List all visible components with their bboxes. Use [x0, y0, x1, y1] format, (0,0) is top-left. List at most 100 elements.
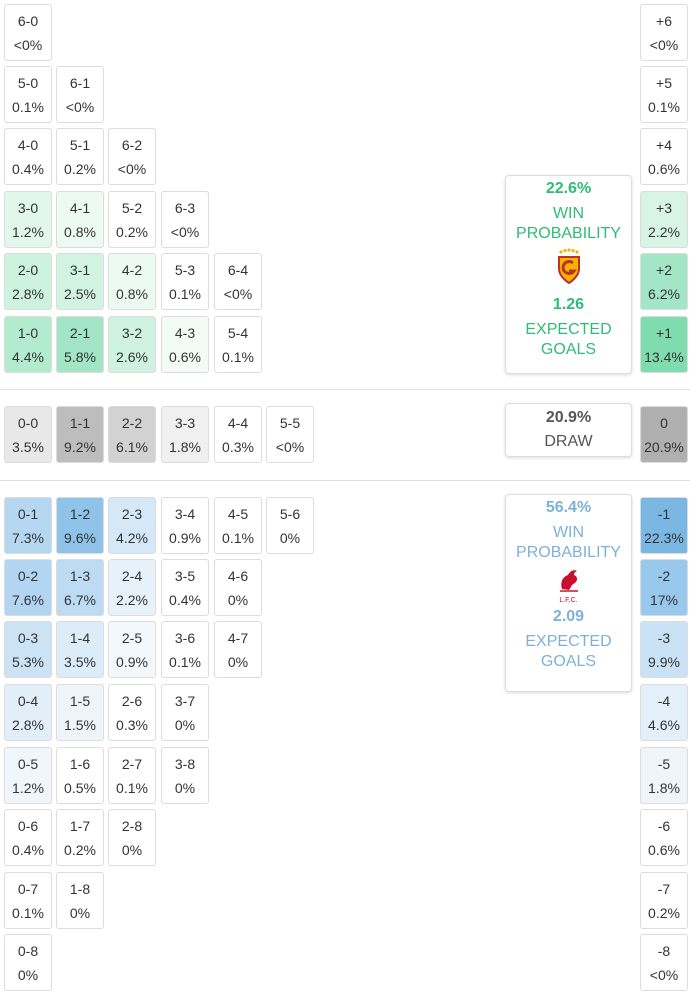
- score-cell: +3 2.2%: [640, 191, 688, 248]
- score-cell: 0-2 7.6%: [4, 559, 52, 616]
- probability: 4.6%: [648, 717, 680, 733]
- probability: 0%: [174, 717, 196, 733]
- probability: 9.2%: [64, 439, 96, 455]
- score: 1-4: [69, 630, 91, 646]
- win-probability: 22.6%: [545, 180, 592, 197]
- score: 4-6: [227, 568, 249, 584]
- probability: 0.2%: [116, 224, 148, 240]
- probability: 0.2%: [648, 905, 680, 921]
- score-cell: 1-5 1.5%: [56, 684, 104, 741]
- score: 6-3: [174, 200, 196, 216]
- probability: 1.2%: [12, 780, 44, 796]
- score-cell: 4-2 0.8%: [108, 253, 156, 310]
- score: 6-0: [17, 13, 39, 29]
- probability: 3.5%: [64, 654, 96, 670]
- probability: 0.1%: [12, 905, 44, 921]
- score: 0-0: [17, 415, 39, 431]
- probability: 0.1%: [222, 349, 254, 365]
- score: 4-5: [227, 506, 249, 522]
- score-cell: 2-5 0.9%: [108, 621, 156, 678]
- score-cell: 4-6 0%: [214, 559, 262, 616]
- score: 0-7: [17, 881, 39, 897]
- score: 4-7: [227, 630, 249, 646]
- score: +5: [656, 75, 672, 91]
- score: 0-5: [17, 756, 39, 772]
- probability: <0%: [649, 967, 679, 983]
- score-cell: 2-3 4.2%: [108, 497, 156, 554]
- score: 6-1: [69, 75, 91, 91]
- probability: 2.8%: [12, 286, 44, 302]
- score: 5-1: [69, 137, 91, 153]
- probability: 0.4%: [12, 842, 44, 858]
- score-cell: -2 17%: [640, 559, 688, 616]
- expected-goals: 2.09: [552, 608, 585, 625]
- score: 4-1: [69, 200, 91, 216]
- probability: 0%: [121, 842, 143, 858]
- probability: 6.7%: [64, 592, 96, 608]
- score-cell: -1 22.3%: [640, 497, 688, 554]
- score: 1-8: [69, 881, 91, 897]
- probability: <0%: [13, 37, 43, 53]
- probability: 0.6%: [648, 161, 680, 177]
- score: +1: [656, 325, 672, 341]
- score-cell: 0-5 1.2%: [4, 747, 52, 804]
- score: 2-3: [121, 506, 143, 522]
- score-cell: 3-5 0.4%: [161, 559, 209, 616]
- score: +4: [656, 137, 672, 153]
- score-cell: 5-0 0.1%: [4, 66, 52, 123]
- score: 0-6: [17, 818, 39, 834]
- score-cell: 3-6 0.1%: [161, 621, 209, 678]
- score-cell: 0-6 0.4%: [4, 809, 52, 866]
- score-cell: 1-3 6.7%: [56, 559, 104, 616]
- score-cell: 3-8 0%: [161, 747, 209, 804]
- probability: 1.2%: [12, 224, 44, 240]
- score-cell: 3-1 2.5%: [56, 253, 104, 310]
- score-cell: 6-4 <0%: [214, 253, 262, 310]
- score: 0: [660, 415, 668, 431]
- score: 2-1: [69, 325, 91, 341]
- score-cell: 5-3 0.1%: [161, 253, 209, 310]
- score: 2-4: [121, 568, 143, 584]
- score: 2-7: [121, 756, 143, 772]
- score-cell: +5 0.1%: [640, 66, 688, 123]
- probability: 0.8%: [64, 224, 96, 240]
- probability: 22.3%: [644, 530, 684, 546]
- probability: 0.2%: [64, 161, 96, 177]
- probability: 0.1%: [12, 99, 44, 115]
- probability: 6.1%: [116, 439, 148, 455]
- score-cell: 1-4 3.5%: [56, 621, 104, 678]
- probability: 4.4%: [12, 349, 44, 365]
- score: -5: [657, 756, 671, 772]
- separator: [0, 389, 690, 390]
- away-logo: [559, 570, 578, 592]
- probability: <0%: [117, 161, 147, 177]
- score-cell: 3-0 1.2%: [4, 191, 52, 248]
- probability: 0.2%: [64, 842, 96, 858]
- probability: 2.8%: [12, 717, 44, 733]
- probability: 0.1%: [169, 654, 201, 670]
- probability: 2.2%: [116, 592, 148, 608]
- probability: 0.6%: [169, 349, 201, 365]
- score: 3-3: [174, 415, 196, 431]
- score: -2: [657, 568, 671, 584]
- score-cell: -5 1.8%: [640, 747, 688, 804]
- probability: 0%: [227, 592, 249, 608]
- score-cell: 4-3 0.6%: [161, 316, 209, 373]
- win-label: WIN PROBABILITY: [516, 205, 621, 242]
- score-cell: 2-8 0%: [108, 809, 156, 866]
- score: 5-5: [279, 415, 301, 431]
- probability: 9.6%: [64, 530, 96, 546]
- score-cell: 0-4 2.8%: [4, 684, 52, 741]
- score-cell: 6-2 <0%: [108, 128, 156, 185]
- probability: 20.9%: [644, 439, 684, 455]
- xg-label: EXPECTED GOALS: [525, 321, 612, 358]
- draw-probability: 20.9%: [545, 409, 592, 426]
- probability: 0.1%: [116, 780, 148, 796]
- score: 2-8: [121, 818, 143, 834]
- score: +6: [656, 13, 672, 29]
- probability: 0.9%: [116, 654, 148, 670]
- score: 1-2: [69, 506, 91, 522]
- score-cell: 1-8 0%: [56, 872, 104, 929]
- score: +2: [656, 262, 672, 278]
